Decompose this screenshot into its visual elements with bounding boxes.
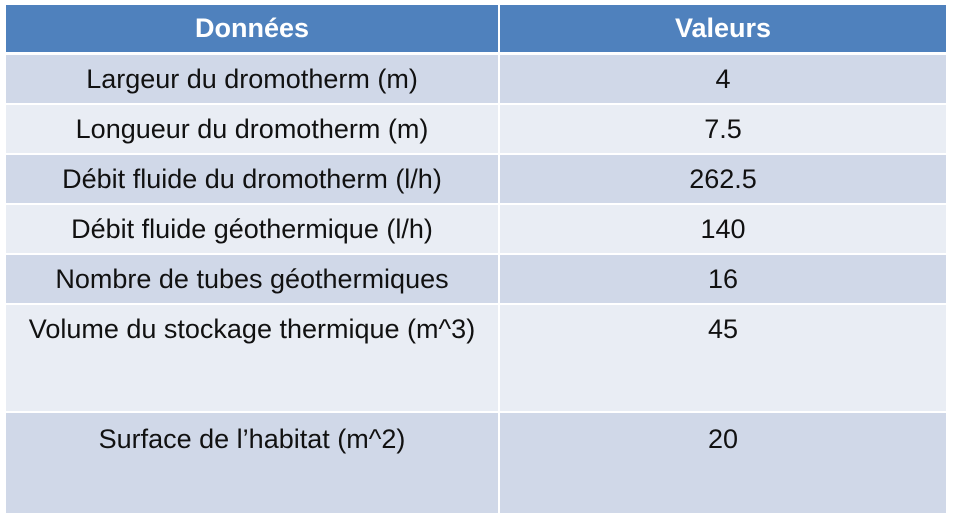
- row-label: Surface de l’habitat (m^2): [6, 413, 500, 515]
- row-value: 4: [500, 55, 946, 105]
- table-row: Nombre de tubes géothermiques 16: [6, 255, 946, 305]
- table-row: Volume du stockage thermique (m^3) 45: [6, 305, 946, 413]
- data-table: Données Valeurs Largeur du dromotherm (m…: [6, 5, 946, 515]
- row-value: 262.5: [500, 155, 946, 205]
- row-value: 140: [500, 205, 946, 255]
- row-value: 45: [500, 305, 946, 413]
- row-value: 20: [500, 413, 946, 515]
- table-row: Longueur du dromotherm (m) 7.5: [6, 105, 946, 155]
- row-label: Largeur du dromotherm (m): [6, 55, 500, 105]
- header-row: Données Valeurs: [6, 5, 946, 55]
- row-value: 16: [500, 255, 946, 305]
- table-row: Débit fluide géothermique (l/h) 140: [6, 205, 946, 255]
- row-label: Volume du stockage thermique (m^3): [6, 305, 500, 413]
- row-label: Débit fluide géothermique (l/h): [6, 205, 500, 255]
- row-label: Débit fluide du dromotherm (l/h): [6, 155, 500, 205]
- row-label: Nombre de tubes géothermiques: [6, 255, 500, 305]
- row-label: Longueur du dromotherm (m): [6, 105, 500, 155]
- row-value: 7.5: [500, 105, 946, 155]
- table-row: Largeur du dromotherm (m) 4: [6, 55, 946, 105]
- table-row: Débit fluide du dromotherm (l/h) 262.5: [6, 155, 946, 205]
- header-donnees: Données: [6, 5, 500, 55]
- header-valeurs: Valeurs: [500, 5, 946, 55]
- table-row: Surface de l’habitat (m^2) 20: [6, 413, 946, 515]
